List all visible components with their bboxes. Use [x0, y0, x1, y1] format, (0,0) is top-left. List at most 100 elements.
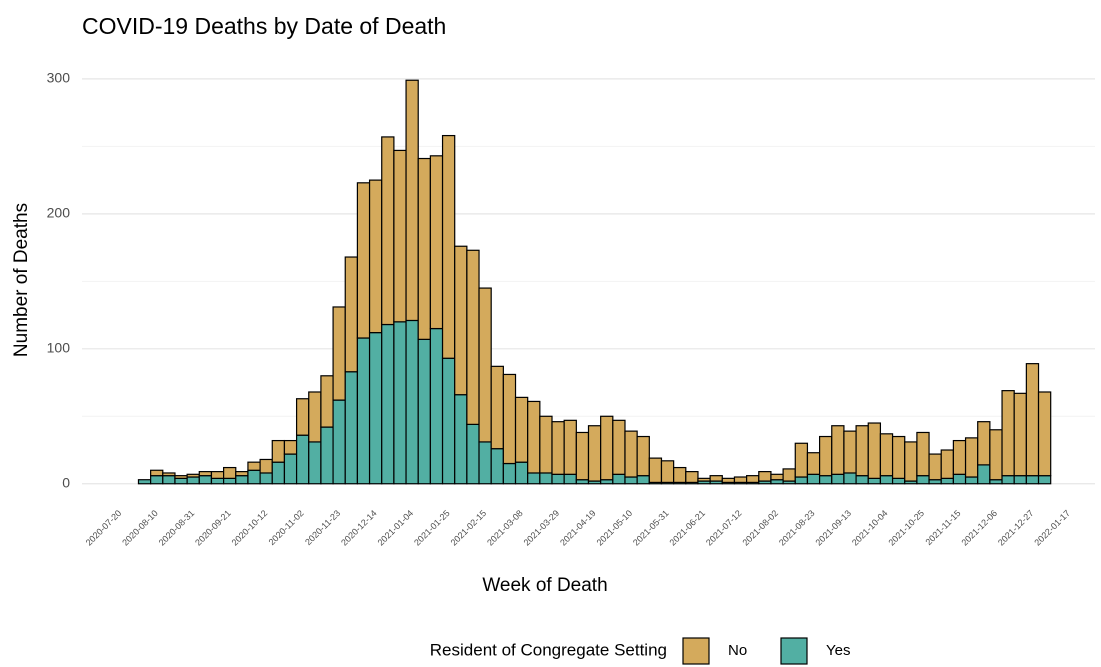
bar-segment [137, 479, 152, 485]
bar-segment [867, 477, 882, 485]
x-tick-label: 2021-05-10 [595, 508, 635, 548]
bar-segment [454, 394, 468, 485]
bar-segment [685, 471, 699, 484]
bar-segment [843, 430, 857, 474]
bar-segment [928, 453, 942, 481]
bar-segment [770, 479, 784, 485]
y-tick-label: 300 [47, 70, 71, 86]
bar-segment [612, 473, 626, 485]
bar-segment [879, 433, 894, 477]
bar-segment [441, 134, 456, 359]
x-tick-label: 2020-10-12 [230, 508, 270, 548]
legend-label: No [728, 642, 747, 659]
bar-segment [235, 471, 249, 477]
bar-segment [612, 419, 626, 475]
bar-segment [162, 475, 176, 485]
bar-segment [259, 472, 273, 485]
bar-segment [514, 396, 529, 463]
bar-segment [831, 425, 845, 475]
bar-segment [417, 338, 431, 485]
bar-segment [162, 472, 176, 477]
bar-segment [150, 475, 164, 485]
bar-segment [186, 473, 200, 478]
bar-segment [539, 472, 553, 485]
x-tick-label: 2020-08-10 [120, 508, 160, 548]
bar-segment [563, 419, 577, 475]
bar-segment [405, 319, 419, 485]
bar-segment [806, 452, 821, 475]
bar-segment [186, 476, 200, 485]
bar-segment [344, 256, 359, 373]
bar-segment [514, 461, 529, 485]
bar-segment [344, 371, 359, 485]
x-tick-label: 2020-07-20 [84, 508, 124, 548]
bar-segment [794, 476, 809, 485]
x-tick-label: 2021-06-21 [668, 508, 708, 548]
bar-segment [356, 337, 371, 485]
x-tick-label: 2021-10-25 [886, 508, 926, 548]
bar-segment [964, 437, 979, 478]
bar-segment [575, 431, 590, 481]
bar-segment [271, 439, 286, 463]
x-tick-label: 2022-01-17 [1032, 508, 1072, 548]
bar-segment [308, 391, 322, 443]
y-tick-label: 100 [47, 340, 71, 356]
bar-segment [636, 435, 650, 477]
bar-segment [648, 457, 663, 484]
x-tick-label: 2021-12-06 [959, 508, 999, 548]
bar-segment [332, 306, 346, 401]
x-tick-label: 2021-09-13 [813, 508, 853, 548]
bar-segment [259, 458, 273, 474]
bar-segment [210, 471, 225, 479]
bar-segment [891, 477, 906, 485]
bar-segment [283, 439, 298, 455]
bar-segment [563, 473, 577, 485]
x-tick-label: 2021-07-12 [704, 508, 744, 548]
bar-segment [1013, 392, 1027, 477]
bar-segment [758, 471, 772, 482]
x-tick-label: 2021-11-15 [923, 508, 962, 547]
chart-title: COVID-19 Deaths by Date of Death [82, 13, 446, 39]
bar-segment [320, 426, 334, 485]
bar-segment [624, 430, 638, 478]
bar-segment [198, 471, 213, 477]
bar-segment [1025, 475, 1040, 485]
x-tick-label: 2021-05-31 [631, 508, 671, 548]
bar-segment [818, 435, 833, 477]
bar-segment [855, 475, 869, 485]
bar-segment [405, 79, 419, 322]
bar-segment [940, 477, 954, 485]
bar-segment [527, 400, 541, 474]
x-tick-label: 2021-08-23 [777, 508, 817, 548]
x-tick-label: 2021-01-04 [376, 508, 416, 548]
bar-segment [295, 398, 310, 436]
bar-segment [697, 477, 711, 482]
bar-segment [867, 422, 882, 479]
x-tick-label: 2020-11-02 [267, 508, 306, 547]
x-tick-label: 2021-08-02 [740, 508, 780, 548]
bar-segment [624, 476, 638, 485]
x-tick-label: 2020-11-23 [303, 508, 342, 547]
x-tick-label: 2021-02-15 [449, 508, 489, 548]
bar-segment [940, 449, 954, 479]
x-tick-label: 2021-04-19 [558, 508, 598, 548]
bar-segment [429, 327, 444, 485]
bar-segment [831, 473, 845, 485]
bar-segment [478, 441, 492, 485]
bar-segment [904, 441, 918, 482]
bar-segment [247, 461, 261, 471]
bar-segment [916, 475, 930, 485]
bar-segment [721, 477, 736, 484]
bar-segment [952, 473, 967, 485]
bar-segment [478, 287, 492, 443]
bar-segment [1037, 391, 1052, 477]
bar-segment [490, 448, 504, 485]
bar-segment [235, 475, 249, 485]
bar-segment [575, 479, 590, 485]
bar-segment [210, 477, 225, 485]
bar-segment [368, 332, 383, 485]
x-tick-label: 2021-03-08 [485, 508, 525, 548]
bar-segment [989, 429, 1003, 481]
bar-segment [709, 475, 723, 482]
